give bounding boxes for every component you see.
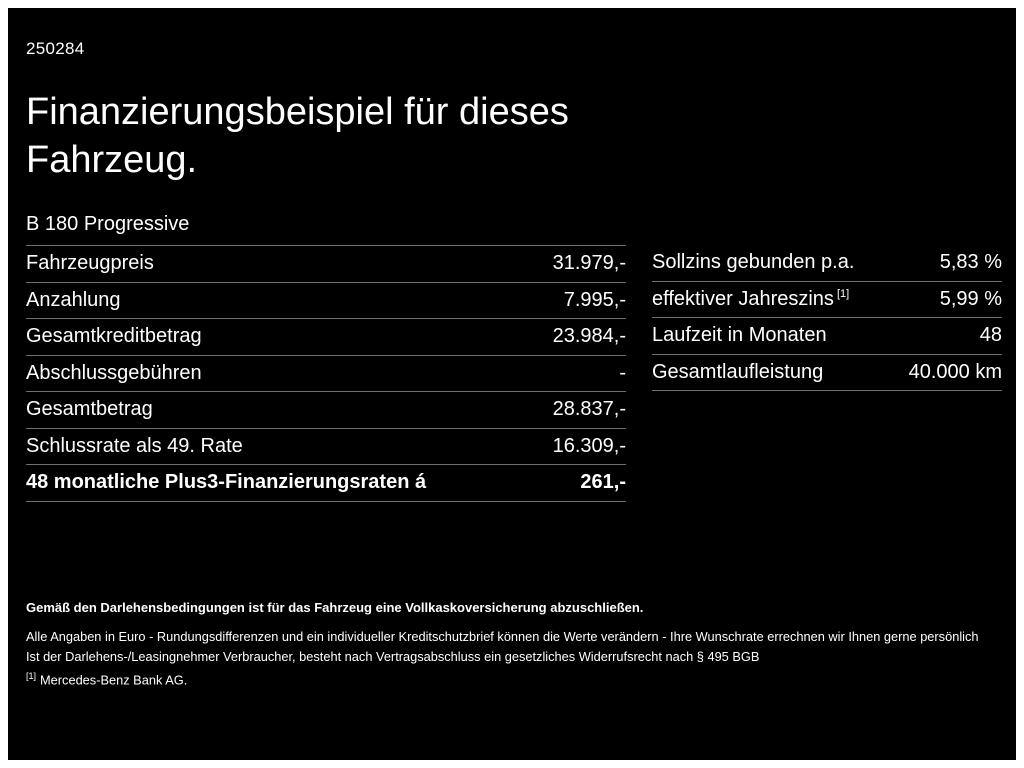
- table-row: effektiver Jahreszins [1] 5,99 %: [652, 282, 1002, 318]
- row-value: 7.995,-: [563, 288, 626, 311]
- row-value: 16.309,-: [552, 434, 626, 457]
- row-label: 48 monatliche Plus3-Finanzierungsraten á: [26, 471, 427, 494]
- row-label: Anzahlung: [26, 288, 121, 311]
- row-value: 40.000 km: [908, 360, 1002, 383]
- table-row: Fahrzeugpreis 31.979,-: [26, 246, 626, 283]
- table-row: Schlussrate als 49. Rate 16.309,-: [26, 429, 626, 465]
- row-label: Gesamtkreditbetrag: [26, 325, 202, 348]
- footnote-withdrawal-right: Ist der Darlehens-/Leasingnehmer Verbrau…: [26, 649, 760, 664]
- row-value: 23.984,-: [552, 325, 626, 348]
- table-row: Gesamtlaufleistung 40.000 km: [652, 355, 1002, 391]
- row-value: 261,-: [580, 471, 626, 494]
- row-label: Gesamtbetrag: [26, 398, 153, 421]
- finance-table-right: Sollzins gebunden p.a. 5,83 % effektiver…: [652, 245, 1002, 391]
- footnote-marker: [1]: [26, 671, 37, 681]
- row-value: 48: [979, 324, 1002, 347]
- footnote-euro-note: Alle Angaben in Euro - Rundungsdifferenz…: [26, 629, 979, 644]
- row-label: Laufzeit in Monaten: [652, 324, 830, 347]
- finance-tables: Fahrzeugpreis 31.979,- Anzahlung 7.995,-…: [26, 245, 1002, 502]
- table-row: Sollzins gebunden p.a. 5,83 %: [652, 245, 1002, 282]
- row-label: Gesamtlaufleistung: [652, 361, 826, 384]
- table-row: Anzahlung 7.995,-: [26, 283, 626, 319]
- row-value: 5,99 %: [939, 287, 1002, 310]
- row-label: Fahrzeugpreis: [26, 252, 154, 275]
- row-label: effektiver Jahreszins [1]: [652, 288, 849, 311]
- table-row-monthly-rate: 48 monatliche Plus3-Finanzierungsraten á…: [26, 465, 626, 502]
- vehicle-model: B 180 Progressive: [26, 213, 190, 235]
- row-label: Schlussrate als 49. Rate: [26, 434, 243, 457]
- row-label-text: Sollzins gebunden p.a.: [652, 251, 855, 274]
- table-row: Gesamtkreditbetrag 23.984,-: [26, 319, 626, 356]
- footnote-bank: [1] Mercedes-Benz Bank AG.: [26, 670, 1002, 686]
- row-label-text: Laufzeit in Monaten: [652, 324, 827, 347]
- table-row: Abschlussgebühren -: [26, 356, 626, 392]
- table-row: Laufzeit in Monaten 48: [652, 318, 1002, 355]
- table-row: Gesamtbetrag 28.837,-: [26, 392, 626, 429]
- row-label-text: effektiver Jahreszins: [652, 287, 834, 310]
- row-label: Sollzins gebunden p.a.: [652, 251, 857, 274]
- legal-footnotes: Gemäß den Darlehensbedingungen ist für d…: [26, 600, 1002, 693]
- page-title: Finanzierungsbeispiel für dieses Fahrzeu…: [26, 91, 569, 181]
- row-label: Abschlussgebühren: [26, 361, 202, 384]
- row-value: 5,83 %: [939, 251, 1002, 274]
- row-value: -: [619, 361, 626, 384]
- row-value: 31.979,-: [552, 252, 626, 275]
- footnote-bank-text: Mercedes-Benz Bank AG.: [40, 672, 188, 688]
- row-value: 28.837,-: [552, 398, 626, 421]
- finance-example-slide: 250284 Finanzierungsbeispiel für dieses …: [8, 8, 1016, 760]
- footnote-insurance: Gemäß den Darlehensbedingungen ist für d…: [26, 600, 644, 615]
- slide-content: 250284 Finanzierungsbeispiel für dieses …: [8, 39, 1016, 502]
- footnote-marker: [1]: [836, 288, 850, 301]
- finance-table-left: Fahrzeugpreis 31.979,- Anzahlung 7.995,-…: [26, 245, 626, 502]
- row-label-text: Gesamtlaufleistung: [652, 360, 824, 383]
- offer-number: 250284: [26, 39, 85, 58]
